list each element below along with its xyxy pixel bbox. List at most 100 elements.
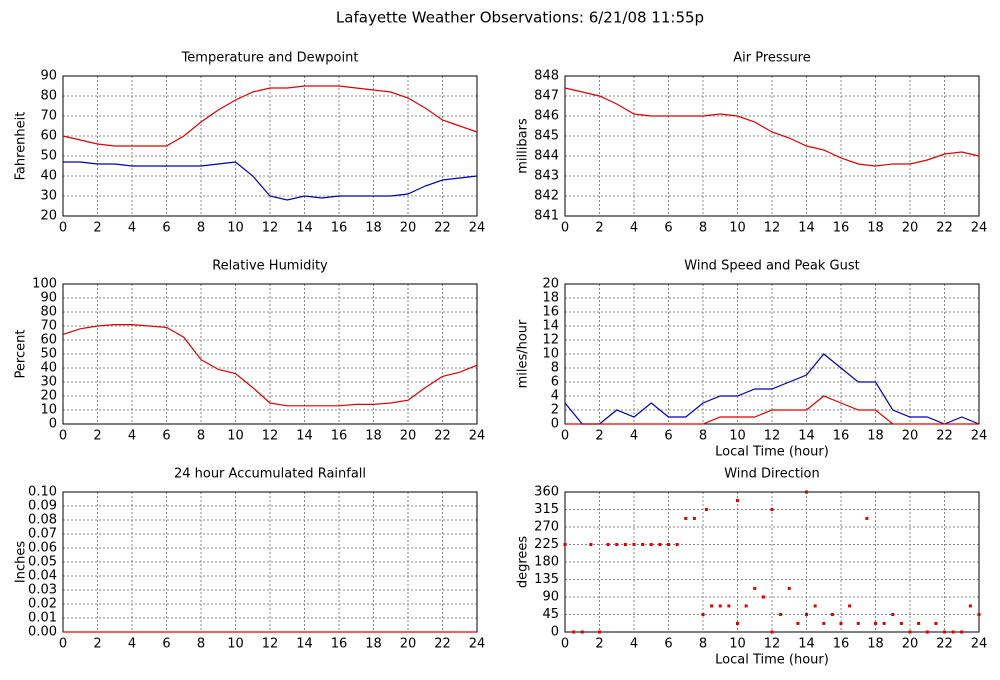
data-point — [667, 543, 670, 546]
y-tick-label: 0.02 — [28, 597, 57, 612]
data-point — [951, 630, 955, 634]
data-line — [564, 87, 980, 167]
y-tick-label: 6 — [551, 375, 559, 390]
x-tick-label: 0 — [561, 637, 569, 652]
x-tick-label: 12 — [262, 429, 279, 444]
data-point — [779, 613, 783, 616]
x-tick-label: 24 — [971, 429, 988, 444]
x-tick-label: 16 — [331, 637, 348, 652]
x-axis-label: Local Time (hour) — [715, 653, 829, 668]
y-axis-label: Fahrenheit — [14, 112, 29, 181]
data-point — [684, 516, 688, 520]
x-tick-label: 10 — [227, 221, 244, 236]
data-point — [658, 543, 662, 546]
data-point — [710, 604, 714, 608]
plot-frame — [564, 75, 980, 217]
x-tick-label: 14 — [798, 429, 815, 444]
data-point — [796, 621, 800, 625]
chart-title: 24 hour Accumulated Rainfall — [174, 467, 366, 482]
data-point — [563, 543, 567, 546]
x-tick-label: 22 — [936, 221, 953, 236]
y-tick-label: 847 — [534, 89, 559, 104]
x-tick-label: 0 — [561, 221, 569, 236]
y-axis-label: miles/hour — [516, 319, 531, 388]
x-tick-label: 24 — [469, 637, 486, 652]
x-tick-label: 18 — [867, 221, 884, 236]
y-tick-label: 0.03 — [28, 583, 57, 598]
y-tick-label: 20 — [40, 209, 57, 224]
data-point — [934, 621, 938, 625]
x-tick-label: 22 — [434, 221, 451, 236]
data-point — [943, 630, 946, 634]
y-tick-label: 0.01 — [28, 611, 57, 626]
data-point — [675, 543, 679, 546]
y-tick-label: 40 — [40, 361, 57, 376]
x-tick-label: 10 — [227, 637, 244, 652]
x-tick-label: 18 — [365, 637, 382, 652]
x-tick-label: 14 — [296, 429, 313, 444]
data-point — [753, 586, 757, 590]
y-axis-label: Percent — [14, 330, 29, 379]
x-tick-label: 2 — [595, 221, 603, 236]
y-tick-label: 846 — [534, 109, 559, 124]
y-tick-label: 848 — [534, 69, 559, 84]
chart-title: Wind Speed and Peak Gust — [684, 259, 859, 274]
x-tick-label: 2 — [595, 637, 603, 652]
y-tick-label: 0 — [49, 417, 57, 432]
x-tick-label: 24 — [469, 221, 486, 236]
x-tick-label: 0 — [59, 637, 67, 652]
x-tick-label: 10 — [227, 429, 244, 444]
y-tick-label: 0.09 — [28, 499, 57, 514]
y-tick-label: 0.04 — [28, 569, 57, 584]
x-tick-label: 0 — [59, 221, 67, 236]
y-axis-label: Inches — [14, 541, 29, 583]
y-tick-label: 845 — [534, 129, 559, 144]
x-tick-label: 12 — [764, 221, 781, 236]
y-tick-label: 16 — [542, 305, 559, 320]
x-tick-label: 20 — [902, 221, 919, 236]
x-tick-label: 8 — [699, 429, 707, 444]
x-tick-label: 16 — [833, 221, 850, 236]
x-tick-label: 10 — [729, 637, 746, 652]
x-tick-label: 14 — [296, 221, 313, 236]
y-tick-label: 70 — [40, 319, 57, 334]
y-tick-label: 0.10 — [28, 485, 57, 500]
x-tick-label: 18 — [365, 429, 382, 444]
x-tick-label: 22 — [936, 429, 953, 444]
y-tick-label: 2 — [551, 403, 559, 418]
y-tick-label: 60 — [40, 129, 57, 144]
y-tick-label: 80 — [40, 89, 57, 104]
x-tick-label: 8 — [197, 221, 205, 236]
data-point — [874, 621, 877, 625]
y-axis-label: degrees — [516, 536, 531, 589]
y-tick-label: 0 — [551, 625, 559, 640]
data-point — [899, 621, 903, 625]
data-point — [839, 621, 843, 625]
data-point — [632, 543, 636, 546]
x-tick-label: 18 — [867, 429, 884, 444]
data-point — [770, 508, 774, 511]
x-tick-label: 18 — [867, 637, 884, 652]
y-tick-label: 90 — [40, 291, 57, 306]
y-tick-label: 60 — [40, 333, 57, 348]
y-tick-label: 20 — [40, 389, 57, 404]
x-tick-label: 6 — [162, 221, 170, 236]
x-tick-label: 24 — [971, 637, 988, 652]
y-tick-label: 40 — [40, 169, 57, 184]
y-tick-label: 841 — [534, 209, 559, 224]
y-tick-label: 844 — [534, 149, 559, 164]
x-tick-label: 14 — [798, 221, 815, 236]
x-tick-label: 16 — [331, 429, 348, 444]
data-point — [580, 630, 584, 634]
data-point — [830, 613, 834, 616]
x-tick-label: 14 — [798, 637, 815, 652]
y-tick-label: 30 — [40, 375, 57, 390]
data-point — [606, 543, 610, 546]
data-point — [925, 630, 929, 634]
x-tick-label: 18 — [365, 221, 382, 236]
y-tick-label: 90 — [40, 69, 57, 84]
data-point — [589, 543, 593, 546]
plot-frame — [564, 283, 980, 425]
y-tick-label: 225 — [534, 537, 559, 552]
